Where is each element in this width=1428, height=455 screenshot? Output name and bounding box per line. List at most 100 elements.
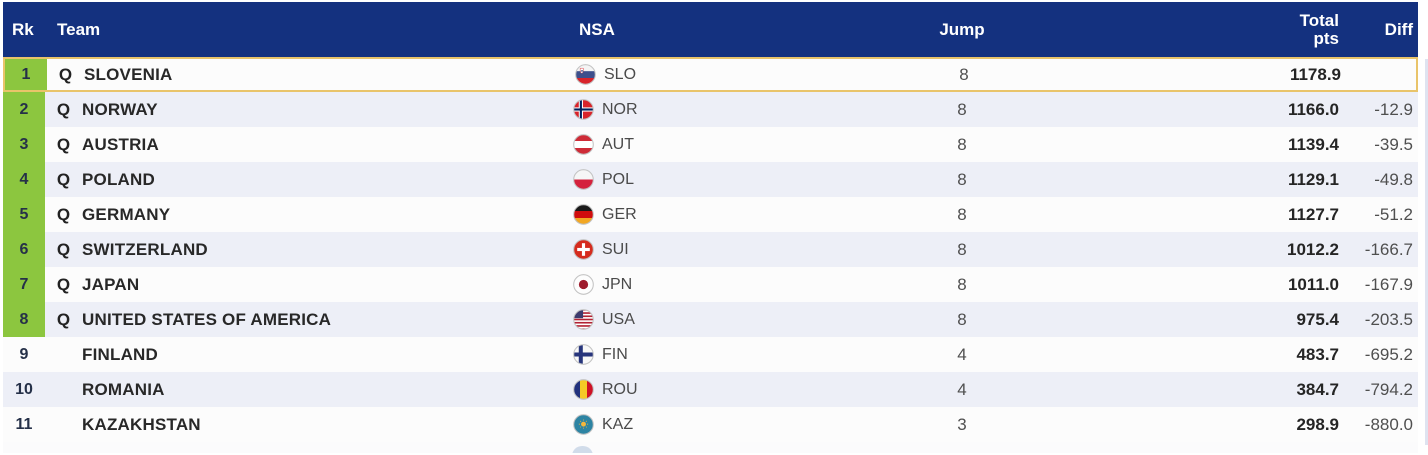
diff-value: -51.2	[1374, 204, 1413, 224]
nsa-cell: ROU	[571, 372, 801, 407]
rank-cell: 3	[3, 127, 45, 162]
table-row[interactable]: 8 Q UNITED STATES OF AMERICA USA 8 975.4…	[3, 302, 1418, 337]
team-name: JAPAN	[82, 274, 140, 294]
rank-value: 11	[15, 415, 33, 433]
total-points: 298.9	[1296, 414, 1339, 434]
table-row[interactable]: 6 Q SWITZERLAND SUI 8 1012.2 -166.7	[3, 232, 1418, 267]
nsa-code: USA	[602, 310, 635, 328]
diff-value: -166.7	[1364, 239, 1413, 259]
table-body: 1 Q SLOVENIA SLO 8 1178.9 2 Q NORWAY NOR…	[3, 57, 1418, 442]
diff-value: -12.9	[1374, 99, 1413, 119]
col-header-jump: Jump	[939, 19, 985, 39]
partial-next-row	[3, 442, 1418, 453]
jump-count: 8	[957, 239, 967, 259]
table-row[interactable]: 4 Q POLAND POL 8 1129.1 -49.8	[3, 162, 1418, 197]
diff-value: -695.2	[1364, 344, 1413, 364]
jump-count: 4	[957, 379, 967, 399]
partial-flag-icon	[572, 446, 593, 453]
nsa-cell: KAZ	[571, 407, 801, 442]
rank-cell: 2	[3, 92, 45, 127]
diff-value: -49.8	[1374, 169, 1413, 189]
diff-value: -794.2	[1364, 379, 1413, 399]
flag-usa-icon	[573, 309, 594, 330]
nsa-cell: FIN	[571, 337, 801, 372]
diff-value: -203.5	[1364, 309, 1413, 329]
diff-value: -167.9	[1364, 274, 1413, 294]
table-row[interactable]: 3 Q AUSTRIA AUT 8 1139.4 -39.5	[3, 127, 1418, 162]
qualified-mark	[45, 372, 82, 407]
table-row[interactable]: 7 Q JAPAN JPN 8 1011.0 -167.9	[3, 267, 1418, 302]
jump-count: 8	[959, 64, 969, 84]
col-header-diff: Diff	[1384, 19, 1413, 39]
table-row[interactable]: 5 Q GERMANY GER 8 1127.7 -51.2	[3, 197, 1418, 232]
table-row[interactable]: 10 ROMANIA ROU 4 384.7 -794.2	[3, 372, 1418, 407]
qualified-mark: Q	[58, 64, 73, 84]
rank-value: 1	[21, 65, 31, 83]
table-row[interactable]: 9 FINLAND FIN 4 483.7 -695.2	[3, 337, 1418, 372]
team-name: AUSTRIA	[82, 134, 159, 154]
flag-jpn-icon	[573, 274, 594, 295]
jump-count: 4	[957, 344, 967, 364]
team-name: POLAND	[82, 169, 155, 189]
nsa-code: SLO	[604, 65, 637, 83]
total-points: 975.4	[1296, 309, 1339, 329]
rank-value: 5	[19, 205, 29, 223]
nsa-cell: SUI	[571, 232, 801, 267]
nsa-cell: GER	[571, 197, 801, 232]
qualified-mark: Q	[56, 99, 71, 119]
jump-count: 8	[957, 309, 967, 329]
nsa-code: GER	[602, 205, 637, 223]
col-header-nsa: NSA	[579, 19, 615, 39]
qualified-mark: Q	[56, 274, 71, 294]
team-name: FINLAND	[82, 344, 158, 364]
team-name: ROMANIA	[82, 379, 165, 399]
flag-rou-icon	[573, 379, 594, 400]
team-name: GERMANY	[82, 204, 171, 224]
nsa-code: NOR	[602, 100, 638, 118]
qualified-mark: Q	[56, 134, 71, 154]
rank-value: 6	[19, 240, 29, 258]
results-table: Rk Team NSA Jump Total pts Diff 1 Q SLOV…	[3, 2, 1428, 453]
flag-nor-icon	[573, 99, 594, 120]
team-name: UNITED STATES OF AMERICA	[82, 309, 332, 329]
jump-count: 8	[957, 204, 967, 224]
flag-kaz-icon	[573, 414, 594, 435]
nsa-code: AUT	[602, 135, 634, 153]
total-points: 1129.1	[1287, 169, 1339, 189]
rank-cell: 8	[3, 302, 45, 337]
total-points: 1011.0	[1287, 274, 1339, 294]
nsa-code: POL	[602, 170, 635, 188]
nsa-code: SUI	[602, 240, 629, 258]
rank-cell: 11	[3, 407, 45, 442]
jump-count: 8	[957, 99, 967, 119]
qualified-mark: Q	[56, 169, 71, 189]
team-name: SWITZERLAND	[82, 239, 208, 259]
flag-ger-icon	[573, 204, 594, 225]
total-points: 483.7	[1296, 344, 1339, 364]
nsa-cell: JPN	[571, 267, 801, 302]
flag-sui-icon	[573, 239, 594, 260]
qualified-mark: Q	[56, 204, 71, 224]
diff-value: -39.5	[1374, 134, 1413, 154]
col-header-total-line2: pts	[1313, 28, 1340, 48]
diff-value	[1345, 59, 1415, 90]
table-header: Rk Team NSA Jump Total pts Diff	[3, 2, 1418, 57]
table-row[interactable]: 1 Q SLOVENIA SLO 8 1178.9	[3, 57, 1418, 92]
jump-count: 8	[957, 169, 967, 189]
col-header-total-line1: Total	[1299, 10, 1339, 30]
team-name: SLOVENIA	[84, 64, 173, 84]
qualified-mark: Q	[56, 309, 71, 329]
team-name: NORWAY	[82, 99, 158, 119]
table-row[interactable]: 2 Q NORWAY NOR 8 1166.0 -12.9	[3, 92, 1418, 127]
total-points: 1166.0	[1287, 99, 1339, 119]
jump-count: 8	[957, 274, 967, 294]
qualified-mark: Q	[56, 239, 71, 259]
rank-value: 7	[19, 275, 29, 293]
total-points: 384.7	[1296, 379, 1339, 399]
jump-count: 8	[957, 134, 967, 154]
nsa-cell: AUT	[571, 127, 801, 162]
rank-cell: 4	[3, 162, 45, 197]
rank-cell: 10	[3, 372, 45, 407]
scrollbar-track[interactable]	[1425, 59, 1428, 445]
table-row[interactable]: 11 KAZAKHSTAN KAZ 3 298.9 -880.0	[3, 407, 1418, 442]
